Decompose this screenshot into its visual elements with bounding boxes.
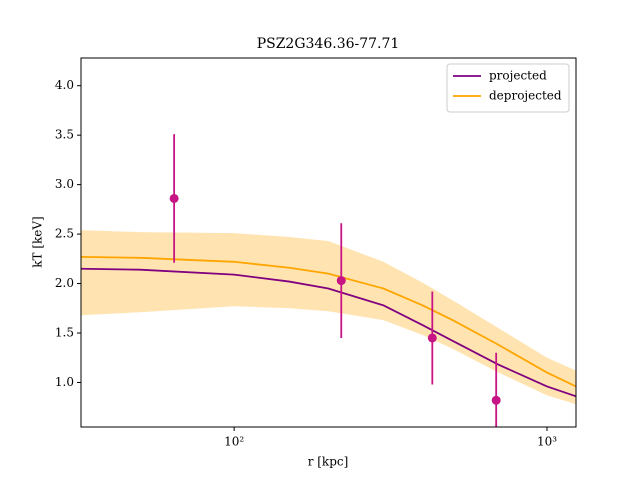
data-point [169, 193, 179, 203]
chart-title: PSZ2G346.36-77.71 [257, 36, 400, 52]
series-line [81, 255, 576, 388]
data-point [336, 276, 346, 286]
plot-content [81, 134, 576, 427]
y-tick-label: 3.5 [55, 128, 74, 142]
x-tick-label: 10² [224, 435, 244, 449]
y-tick-label: 3.0 [55, 177, 74, 191]
legend: projected deprojected [446, 63, 570, 113]
legend-label: deprojected [489, 89, 562, 103]
y-tick-label: 2.5 [55, 227, 74, 241]
y-axis-label: kT [keV] [31, 216, 45, 268]
data-point [427, 333, 437, 343]
x-tick-label: 10³ [537, 435, 557, 449]
series-line [81, 267, 576, 398]
y-tick-label: 4.0 [55, 78, 74, 92]
legend-label: projected [489, 69, 547, 83]
y-tick-label: 2.0 [55, 276, 74, 290]
data-point [491, 395, 501, 405]
y-tick-label: 1.0 [55, 375, 74, 389]
axes-frame [80, 57, 577, 428]
x-axis-label: r [kpc] [308, 455, 349, 469]
confidence-band [81, 230, 576, 405]
y-tick-label: 1.5 [55, 326, 74, 340]
